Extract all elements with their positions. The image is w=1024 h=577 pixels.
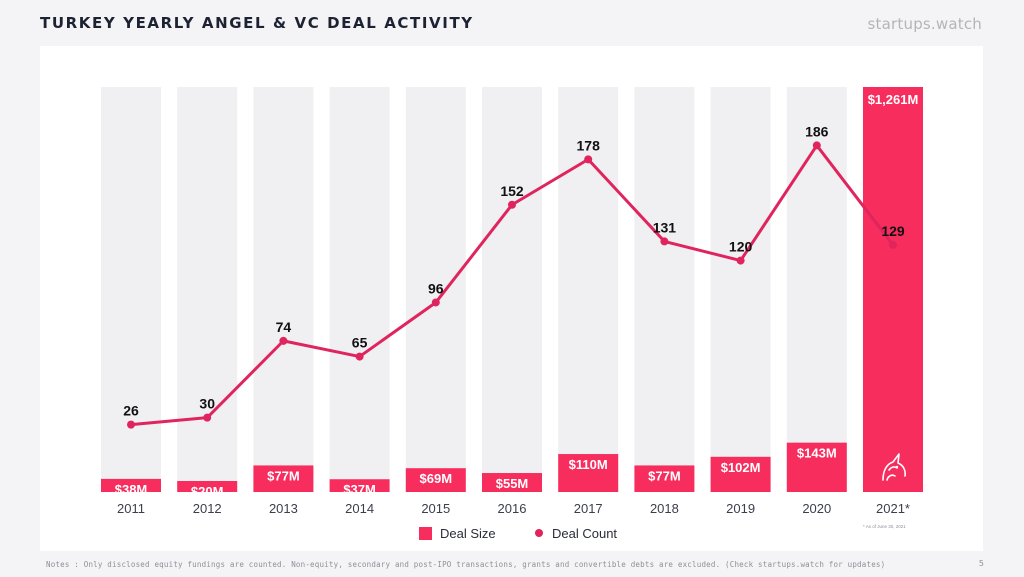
bar-track: [634, 87, 695, 492]
deal-size-label: $102M: [721, 460, 761, 475]
deal-count-point: [431, 298, 440, 307]
chart-legend: Deal Size Deal Count: [419, 526, 617, 541]
page-number: 5: [978, 559, 984, 568]
deal-size-bar: [101, 478, 161, 492]
deal-count-points: [127, 141, 897, 429]
legend-swatch-deal-size: [419, 527, 432, 540]
deal-size-bar: [634, 465, 695, 492]
deal-count-point: [584, 155, 593, 164]
x-tick-label: 2012: [193, 501, 222, 516]
deal-size-label: $110M: [569, 457, 608, 472]
bar-track: [253, 87, 314, 492]
deal-size-labels: $38M $20M $77M $37M $69M $55M $110M $77M $102M $1…: [115, 92, 919, 499]
deal-count-label: 178: [577, 137, 601, 153]
deal-count-label: 120: [729, 239, 753, 255]
x-axis-ticks: 2011 2012 2013 2014 2015 2016 2017 2018 2019 2020…: [117, 501, 910, 516]
deal-size-bar: [329, 479, 390, 492]
deal-count-point: [889, 240, 897, 249]
deal-size-label: $38M: [115, 482, 148, 497]
deal-size-label: $1,261M: [868, 92, 919, 107]
x-tick-label: 2014: [345, 501, 374, 516]
deal-size-bar: [253, 465, 314, 492]
deal-size-bars: [101, 87, 923, 492]
x-tick-label: 2019: [726, 501, 755, 516]
deal-count-labels: 26 30 74 65 96 152 178 131 120 186 129: [123, 123, 905, 418]
x-tick-label: 2013: [269, 501, 298, 516]
deal-size-bar: [482, 473, 542, 492]
bar-track: [405, 87, 466, 492]
bar-track: [558, 87, 619, 492]
deal-count-point: [279, 336, 288, 345]
brand-logo: startups.watch: [867, 15, 982, 33]
deal-count-label: 30: [199, 396, 215, 412]
asterisk-note: * As of June 30, 2021: [863, 524, 906, 529]
deal-size-label: $143M: [797, 446, 837, 461]
bar-track: [101, 87, 161, 492]
bar-track: [329, 87, 390, 492]
deal-size-label: $55M: [496, 476, 529, 491]
deal-count-label: 65: [352, 335, 368, 351]
x-tick-label: 2021*: [876, 501, 910, 516]
legend-marker-deal-count: [535, 529, 543, 537]
x-tick-label: 2011: [117, 501, 145, 516]
deal-size-bar: [786, 442, 847, 492]
deal-count-label: 26: [123, 403, 139, 419]
deal-size-bar: [710, 456, 771, 492]
deal-size-label: $77M: [267, 468, 300, 483]
x-tick-label: 2016: [498, 501, 527, 516]
deal-size-label: $37M: [343, 482, 376, 497]
deal-count-label: 74: [276, 319, 292, 335]
legend-label-deal-count: Deal Count: [552, 526, 617, 541]
unicorn-icon: [882, 453, 906, 481]
footnote: Notes : Only disclosed equity fundings a…: [46, 560, 886, 569]
bar-tracks: [101, 87, 923, 492]
deal-count-label: 129: [881, 223, 905, 239]
bar-track: [482, 87, 542, 492]
deal-size-bar: [405, 468, 466, 492]
deal-size-bar: [558, 454, 619, 492]
deal-size-label: $20M: [191, 484, 224, 499]
deal-size-bar: [863, 87, 923, 492]
x-tick-label: 2017: [574, 501, 603, 516]
legend-label-deal-size: Deal Size: [440, 526, 496, 541]
deal-size-bar: [177, 481, 238, 492]
deal-count-point: [812, 141, 821, 150]
deal-count-label: 131: [653, 219, 677, 235]
x-tick-label: 2015: [421, 501, 450, 516]
bar-track: [786, 87, 847, 492]
deal-size-label: $69M: [420, 471, 453, 486]
deal-count-point: [127, 420, 135, 429]
unicorn-eye: [895, 465, 899, 469]
deal-count-point: [508, 200, 516, 209]
deal-count-point: [203, 413, 212, 422]
page-title: TURKEY YEARLY ANGEL & VC DEAL ACTIVITY: [40, 14, 474, 32]
deal-size-label: $77M: [648, 468, 681, 483]
deal-count-label: 186: [805, 123, 829, 139]
bar-track: [177, 87, 238, 492]
deal-count-label: 96: [428, 280, 444, 296]
x-tick-label: 2020: [802, 501, 831, 516]
deal-count-label: 152: [500, 183, 524, 199]
x-tick-label: 2018: [650, 501, 679, 516]
deal-count-point: [355, 352, 364, 361]
deal-count-point: [660, 237, 669, 246]
deal-count-point: [736, 256, 745, 265]
bar-track: [710, 87, 771, 492]
